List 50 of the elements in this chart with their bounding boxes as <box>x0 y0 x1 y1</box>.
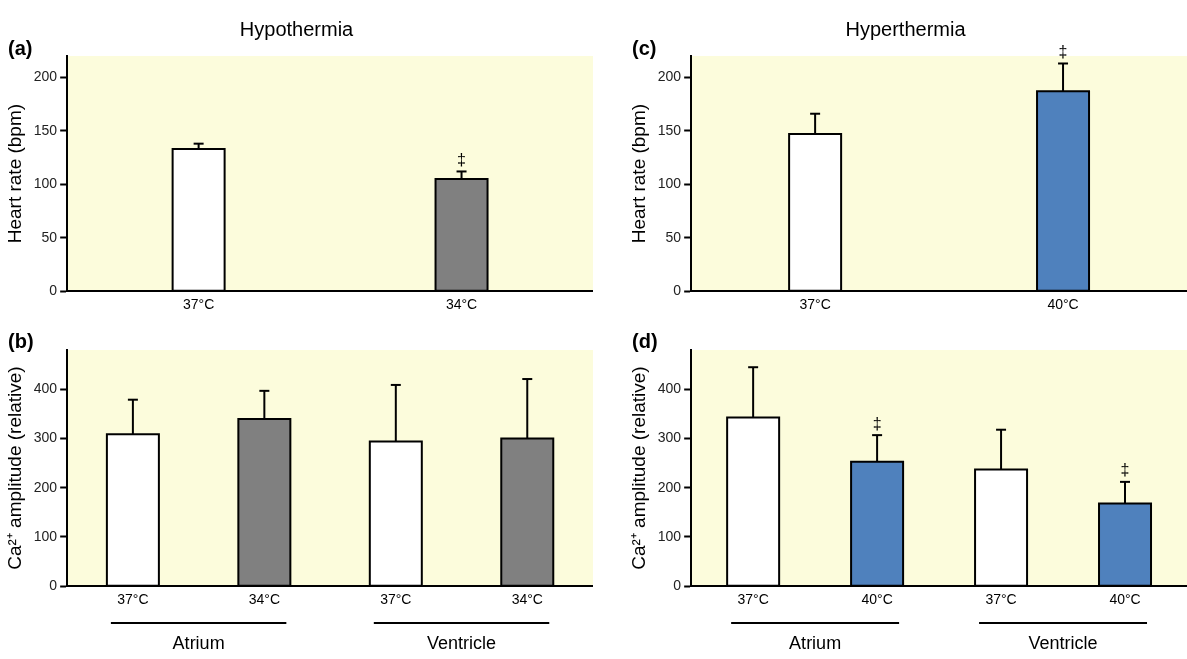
y-tick-label: 200 <box>657 68 682 85</box>
x-tick-label: 40°C <box>1109 591 1141 608</box>
x-tick-label: 34°C <box>511 591 543 608</box>
chart-title: Hypothermia <box>239 17 355 40</box>
y-tick-label: 200 <box>657 478 682 495</box>
text: Ventricle <box>1028 633 1098 653</box>
y-tick-label: 100 <box>33 527 58 544</box>
x-tick-label: 37°C <box>985 591 1017 608</box>
annotation: ‡ <box>1058 42 1068 60</box>
text: (a) <box>8 37 33 59</box>
x-tick-label: 37°C <box>799 296 831 313</box>
x-tick-label: 34°C <box>445 296 478 313</box>
x-tick-label: 34°C <box>248 591 280 608</box>
annotation: ‡ <box>457 150 466 168</box>
x-tick-label: 37°C <box>380 591 412 608</box>
y-axis-title: Heart rate (bpm) <box>3 103 25 244</box>
y-axis-title: Ca²⁺ amplitude (relative) <box>627 366 649 570</box>
x-tick-label: 37°C <box>117 591 149 608</box>
y-tick-label: 300 <box>33 429 58 446</box>
y-tick-label: 0 <box>49 282 58 299</box>
y-tick-label: 150 <box>33 121 58 138</box>
y-tick-label: 0 <box>673 282 682 299</box>
x-tick-label: 40°C <box>861 591 893 608</box>
text: Ventricle <box>427 633 497 653</box>
text: (c) <box>632 37 657 59</box>
text: Atrium <box>789 633 842 653</box>
y-tick-label: 400 <box>657 380 682 397</box>
y-tick-label: 50 <box>41 228 58 245</box>
y-tick-label: 150 <box>657 121 682 138</box>
x-tick-label: 37°C <box>182 296 215 313</box>
text: (d) <box>632 330 658 352</box>
annotation: ‡ <box>1120 461 1130 479</box>
x-tick-label: 37°C <box>737 591 769 608</box>
y-tick-label: 0 <box>673 577 682 594</box>
y-tick-label: 200 <box>33 68 58 85</box>
text: Atrium <box>172 633 225 653</box>
y-tick-label: 50 <box>665 228 682 245</box>
text: (b) <box>8 330 34 352</box>
y-tick-label: 400 <box>33 380 58 397</box>
x-tick-label: 40°C <box>1047 296 1079 313</box>
y-tick-label: 300 <box>657 429 682 446</box>
y-tick-label: 100 <box>657 527 682 544</box>
y-tick-label: 0 <box>49 577 58 594</box>
y-tick-label: 100 <box>33 175 58 192</box>
annotation: ‡ <box>872 414 882 432</box>
y-axis-title: Ca²⁺ amplitude (relative) <box>3 366 25 570</box>
chart-title: Hyperthermia <box>845 17 967 40</box>
y-tick-label: 200 <box>33 478 58 495</box>
y-tick-label: 100 <box>657 175 682 192</box>
y-axis-title: Heart rate (bpm) <box>627 103 649 244</box>
